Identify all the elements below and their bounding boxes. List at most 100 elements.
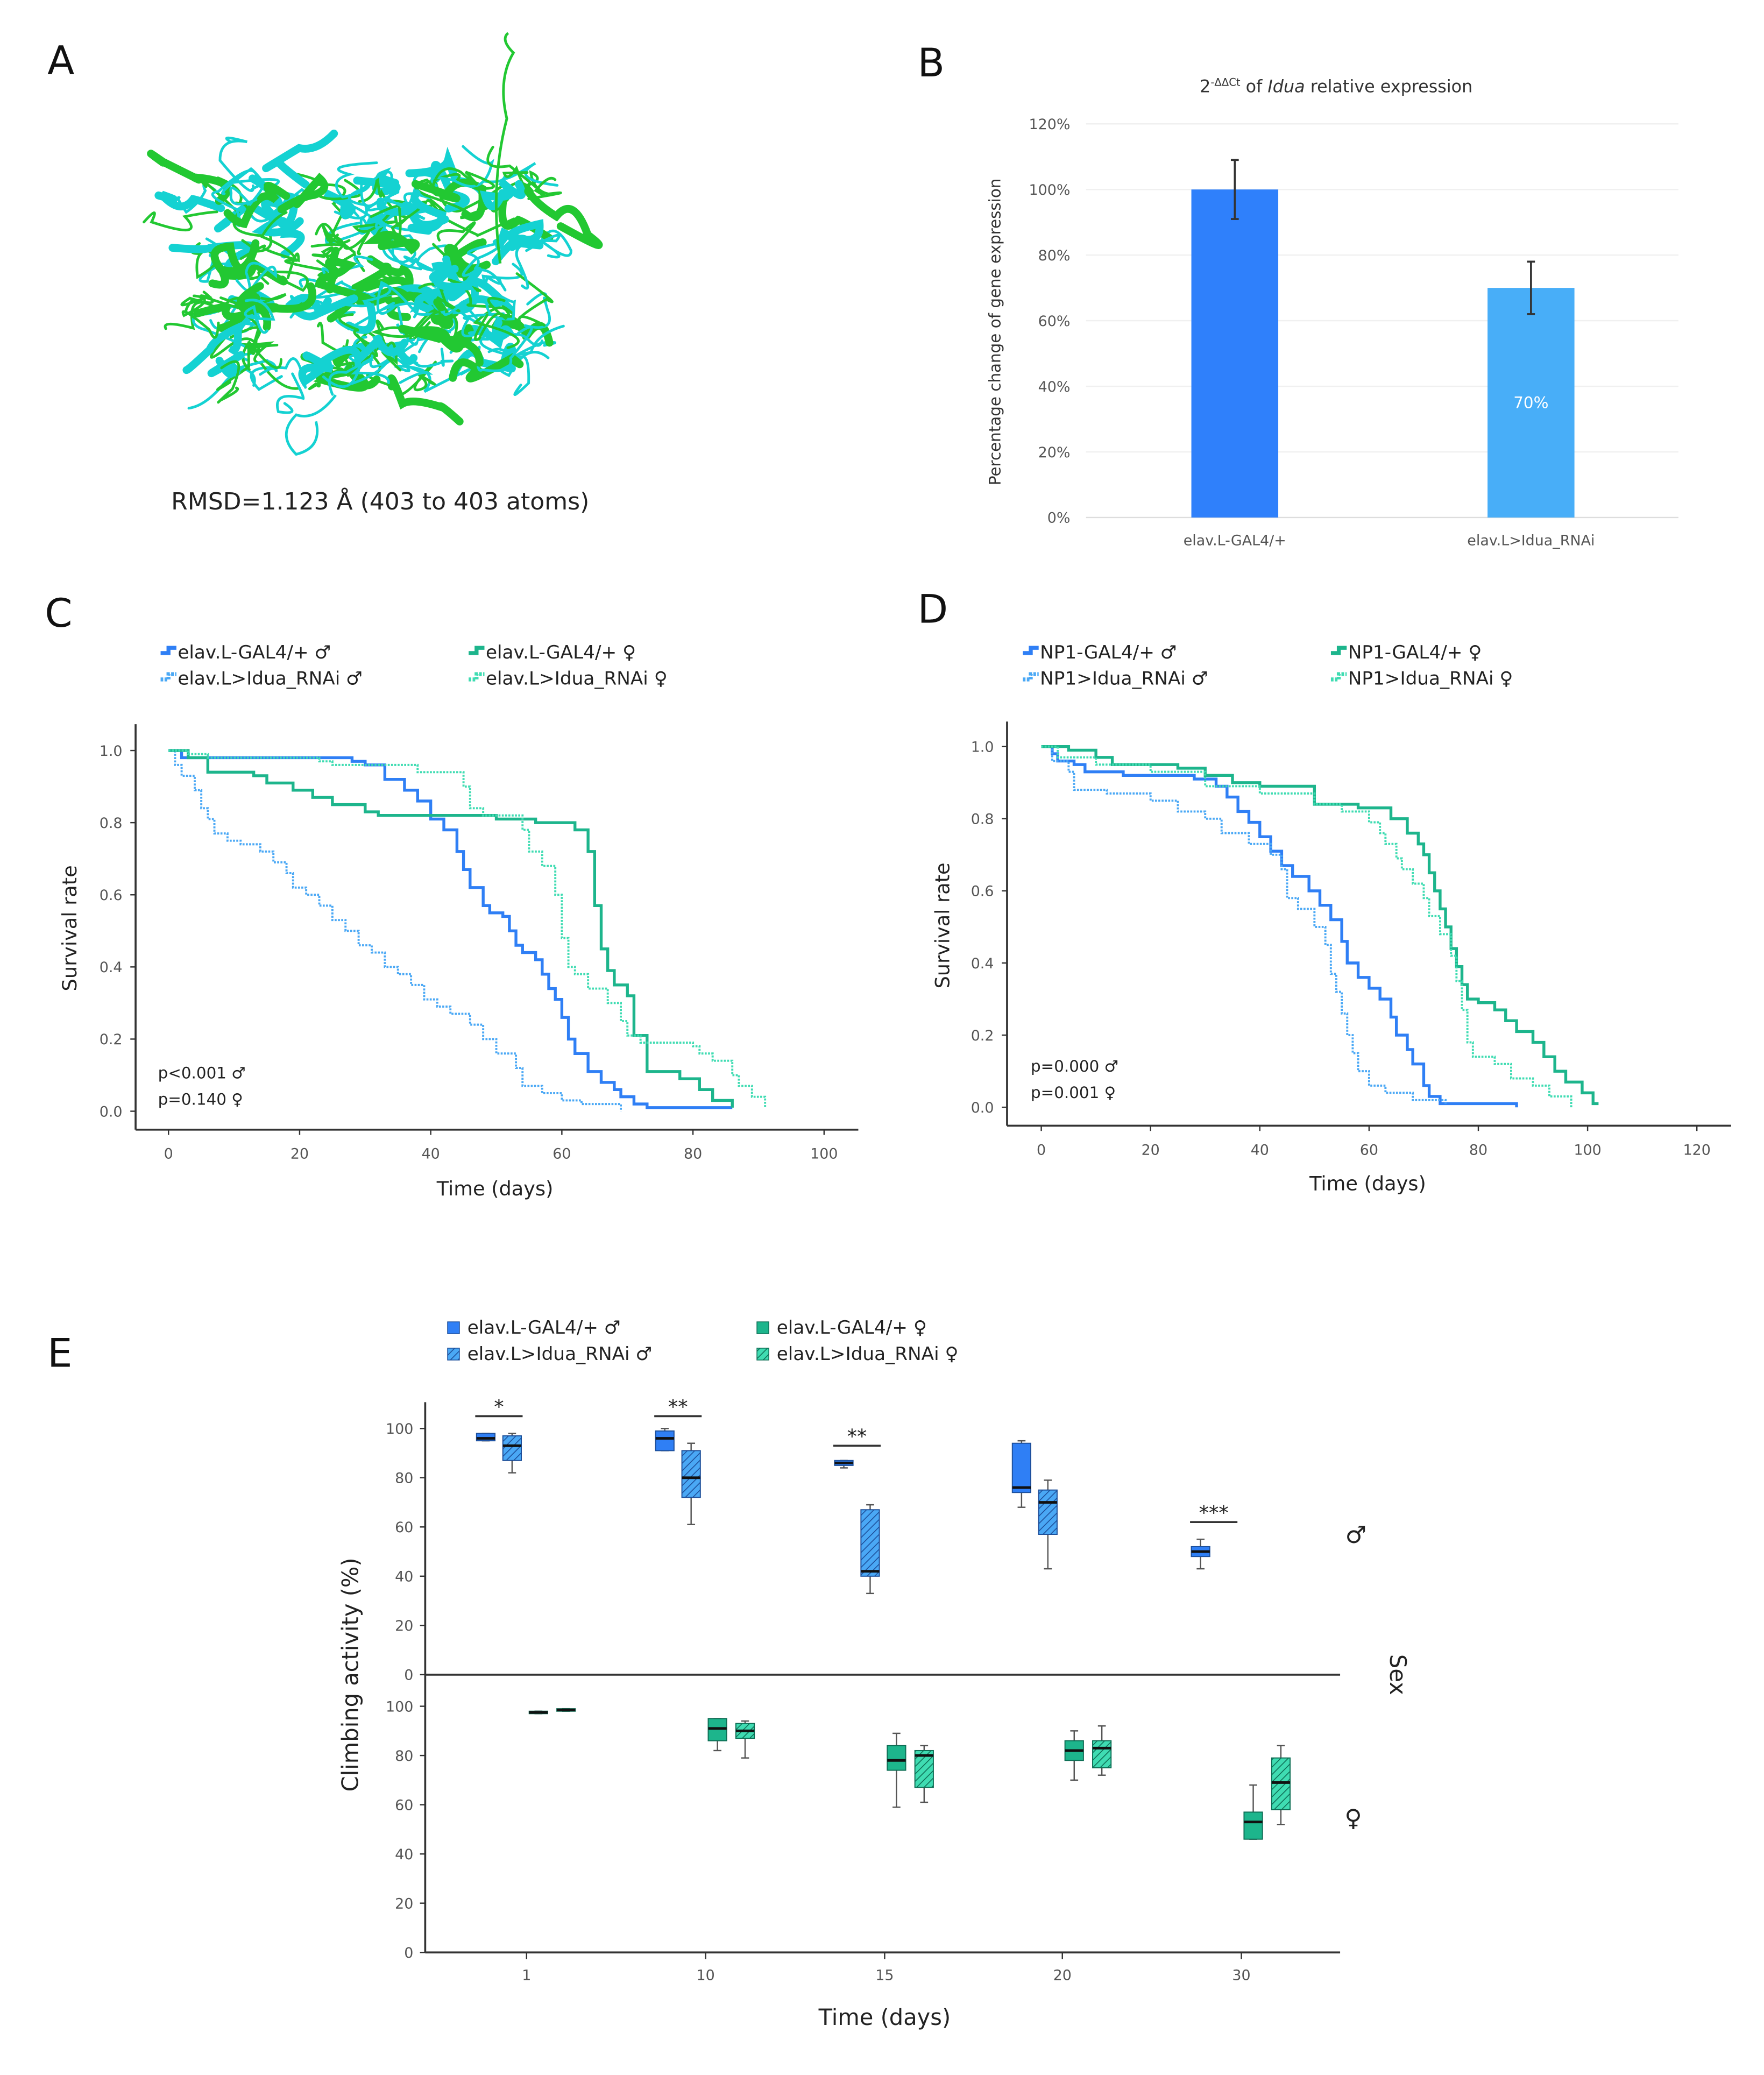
chart-d-pvalue-female: p=0.001 ♀ [1031,1083,1116,1102]
chart-b-title: 2-ΔΔCt of Idua relative expression [1200,76,1472,96]
protein-strand [414,173,461,199]
y-tick-label: 0.4 [971,955,994,972]
protein-strand [515,233,561,290]
protein-strand [335,161,378,199]
bar [1487,288,1575,518]
y-tick-label: 0.4 [100,959,123,976]
legend-swatch [469,646,485,655]
legend-label: elav.L>Idua_RNAi ♀ [777,1343,959,1365]
protein-strand [316,335,409,368]
protein-strand [277,173,329,214]
legend-swatch [1330,646,1347,655]
y-tick-label: 0% [1047,510,1071,527]
protein-structure-image [143,32,603,456]
legend-swatch [447,1348,460,1361]
y-tick-label: 1.0 [971,739,994,755]
protein-strand [476,325,533,372]
protein-strand [502,165,530,190]
y-tick-label: 60% [1038,313,1071,330]
y-tick-label: 40 [395,1846,413,1863]
legend-swatch [469,672,485,682]
protein-strand [321,223,351,258]
panel-label-b: B [918,40,945,86]
chart-d-pvalue-male: p=0.000 ♂ [1031,1057,1118,1075]
y-tick-label: 0.6 [100,887,123,904]
chart-e-facet-label: Sex [1385,1654,1411,1695]
protein-strand [474,296,508,341]
protein-strand [432,221,476,266]
protein-strand [350,204,387,229]
chart-c-pvalue-male: p<0.001 ♂ [158,1064,246,1082]
chart-d-x-axis-label: Time (days) [1309,1172,1426,1195]
protein-strand [360,181,410,208]
protein-strand [260,235,355,277]
protein-strand [251,217,305,259]
panel-label-a: A [47,38,74,83]
y-tick-label: 0.2 [100,1031,123,1048]
legend-label: elav.L>Idua_RNAi ♂ [178,668,362,690]
protein-strand [462,237,508,292]
x-tick-label: 20 [1142,1142,1160,1158]
legend-label: elav.L>Idua_RNAi ♂ [467,1343,652,1365]
protein-strand [249,271,309,292]
protein-strand [430,161,470,213]
legend-label: elav.L-GAL4/+ ♀ [777,1317,927,1339]
protein-strand [479,178,526,210]
x-tick-label: 10 [696,1967,714,1984]
chart-b-y-axis-label: Percentage change of gene expression [986,179,1004,486]
survival-chart-d: Survival rate Time (days) p=0.000 ♂ p=0.… [931,642,1731,1195]
protein-strand [413,364,436,392]
chart-c-x-axis-label: Time (days) [436,1177,554,1200]
protein-strand [515,272,554,327]
y-tick-label: 0.8 [100,815,123,832]
significance-stars: *** [1199,1501,1229,1524]
facet-male-symbol: ♂ [1345,1521,1366,1549]
y-tick-label: 80 [395,1748,413,1765]
legend-swatch [160,672,176,682]
legend-label: elav.L-GAL4/+ ♂ [467,1317,621,1339]
x-tick-label: 60 [1360,1142,1378,1158]
y-tick-label: 60 [395,1797,413,1814]
chart-d-y-axis-label: Survival rate [931,862,954,988]
x-tick-label: 20 [291,1146,309,1163]
box [681,1450,701,1498]
protein-strand [228,359,278,376]
x-tick-label: 40 [422,1146,440,1163]
x-tick-label: elav.L-GAL4/+ [1184,532,1286,549]
protein-strand [366,255,414,321]
legend-swatch [160,646,176,655]
survival-curve [168,749,734,1108]
protein-strand [229,183,264,207]
protein-strand [380,284,461,316]
x-tick-label: 100 [1574,1142,1601,1158]
survival-curve [168,749,733,1109]
y-tick-label: 80% [1038,247,1071,264]
x-tick-label: elav.L>Idua_RNAi [1467,532,1595,549]
legend-label: elav.L-GAL4/+ ♂ [178,642,331,663]
protein-strand [477,281,516,321]
protein-strand [207,351,245,378]
box [1092,1740,1112,1768]
protein-strand [524,187,603,249]
protein-strand [449,353,524,383]
protein-loop [285,394,337,456]
legend-swatch [756,1321,769,1334]
y-tick-label: 0.0 [971,1100,994,1116]
protein-strand [180,291,237,309]
protein-strand [236,282,316,315]
protein-strand [487,348,530,396]
protein-tail [495,32,515,264]
box-chart-e: Climbing activity (%) Time (days) Sex ♂ … [337,1317,1411,2030]
protein-strand [418,282,461,313]
box [1243,1811,1263,1840]
y-tick-label: 1.0 [100,743,123,760]
protein-strand [447,238,487,289]
protein-strand [407,189,447,235]
bar-data-label: 70% [1513,393,1548,412]
y-tick-label: 20 [395,1895,413,1912]
protein-strand [218,136,255,193]
protein-strand [398,324,484,367]
protein-strand [539,229,572,259]
bar-chart-b: 2-ΔΔCt of Idua relative expression Perce… [986,76,1678,549]
protein-strand [391,353,473,393]
